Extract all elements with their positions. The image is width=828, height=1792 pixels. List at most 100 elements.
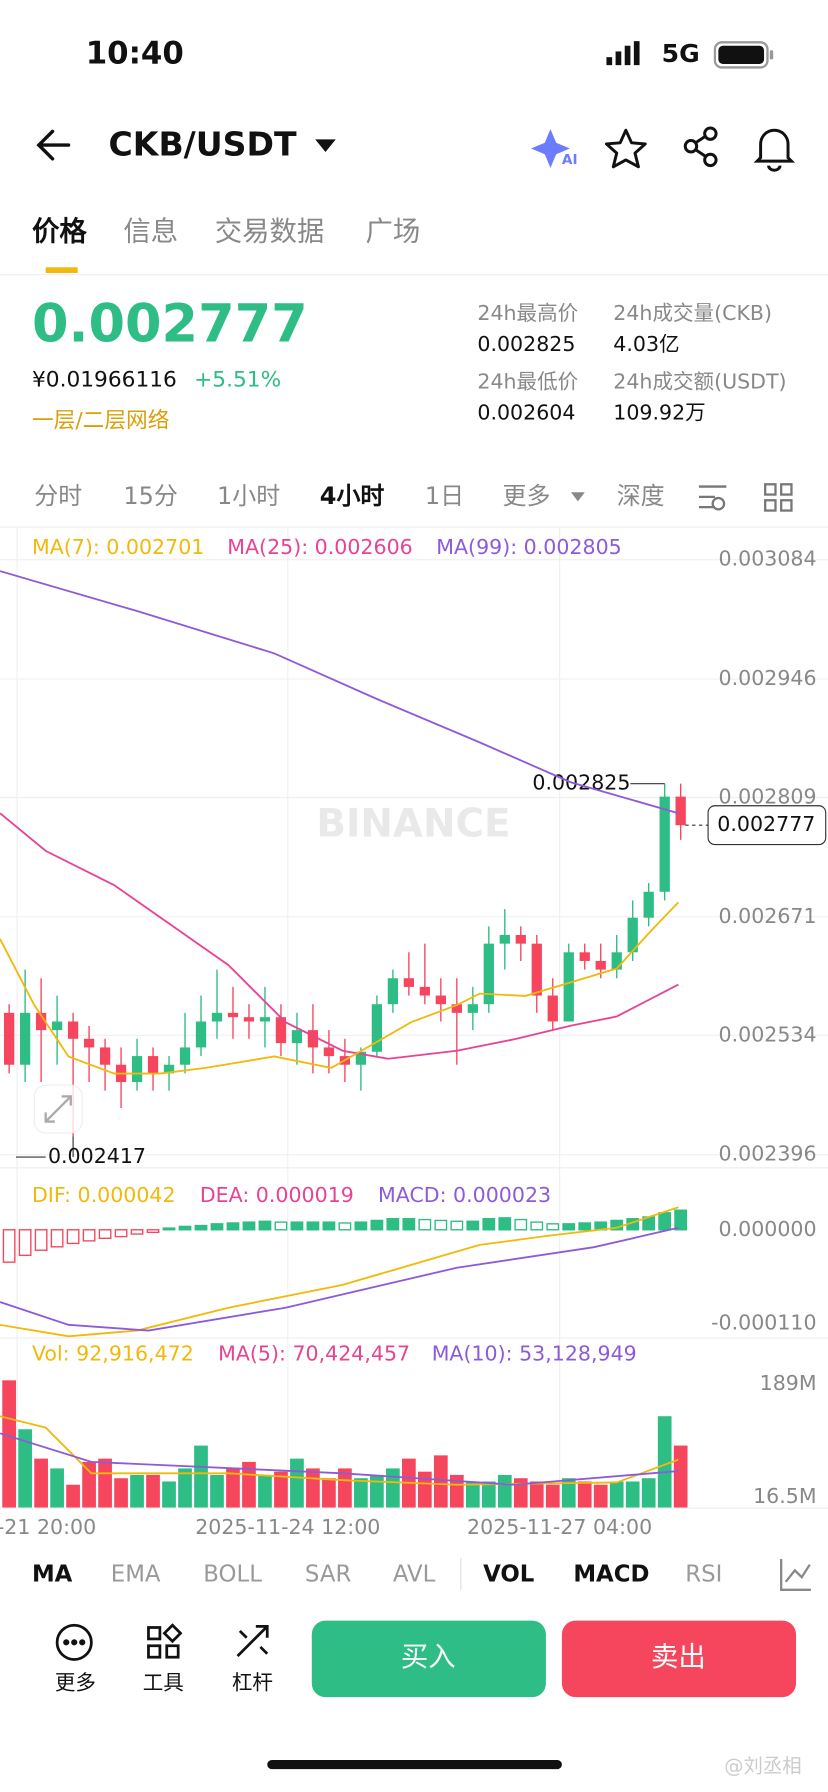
candle-body (291, 1030, 303, 1044)
buy-button[interactable] (311, 1620, 546, 1698)
macd-bar (578, 1222, 592, 1231)
macd-bar (338, 1222, 352, 1231)
macd-bar (34, 1229, 48, 1251)
network: 5G (662, 39, 700, 68)
volume-bar (609, 1481, 624, 1508)
volume-bar (449, 1474, 464, 1508)
alert-button[interactable] (753, 128, 796, 172)
y-tick-label: 0.002396 (719, 1142, 817, 1166)
y-tick-label: 189M (760, 1371, 817, 1395)
tab[interactable]: 信息 (123, 217, 178, 248)
indicators: MA EMA BOLL SAR AVL VOL MACD RSI (32, 1561, 722, 1587)
macd-bar (210, 1223, 224, 1231)
y-tick-label: 0.002671 (719, 904, 817, 928)
svg-text:AI: AI (562, 152, 578, 168)
legend: DIF: 0.000042 (32, 1183, 176, 1207)
x-label: 1-21 20:00 (0, 1515, 96, 1539)
macd-bar (546, 1223, 560, 1231)
interval[interactable]: 深度 (617, 482, 665, 510)
volume-bar (242, 1461, 256, 1508)
candle-body (307, 1030, 319, 1048)
indicator[interactable]: MACD (573, 1561, 649, 1587)
zoom-button[interactable] (33, 1084, 83, 1134)
clock: 10:40 (86, 35, 184, 71)
legend: MACD: 0.000023 (378, 1183, 551, 1207)
macd-bar (418, 1218, 432, 1231)
tab[interactable]: 广场 (365, 217, 420, 248)
volume-bar (322, 1478, 336, 1508)
candle-body (99, 1047, 111, 1065)
volume-bar (258, 1474, 272, 1508)
interval[interactable]: 更多 (503, 482, 551, 510)
sell-label[interactable]: 卖出 (651, 1642, 706, 1673)
actions: 更多 工具 杠杆 (55, 1670, 273, 1694)
favorite-button[interactable] (604, 128, 647, 169)
buy-label[interactable]: 买入 (401, 1642, 456, 1673)
y-tick-label: 0.002946 (719, 666, 817, 690)
candle-body (323, 1047, 335, 1057)
chart-settings[interactable] (698, 485, 727, 511)
watermark-logo: BINANCE (316, 801, 510, 846)
signal-icon (606, 41, 640, 66)
y-tick-label: 0.002534 (719, 1022, 817, 1046)
volume-bar (497, 1474, 512, 1508)
action-label[interactable]: 杠杆 (232, 1670, 273, 1694)
interval[interactable]: 1日 (425, 482, 464, 510)
indicator[interactable]: MA (32, 1561, 73, 1587)
indicator-settings[interactable] (780, 1558, 811, 1591)
candle-body (499, 935, 510, 944)
indicator[interactable]: BOLL (203, 1561, 262, 1587)
interval[interactable]: 4小时 (320, 482, 385, 510)
back-button[interactable] (36, 129, 71, 161)
macd-bar (482, 1218, 496, 1231)
pair-dropdown[interactable] (315, 139, 336, 152)
macd-bar (290, 1221, 304, 1231)
low-label: 0.002417 (48, 1144, 146, 1168)
candle-body (675, 796, 686, 826)
ai-icon[interactable]: AI (531, 129, 578, 168)
indicator[interactable]: AVL (393, 1561, 436, 1587)
volume-bar (561, 1478, 576, 1508)
macd-bar (178, 1225, 192, 1231)
volume-bar (657, 1416, 672, 1508)
volume-bar (226, 1468, 240, 1508)
candle-body (563, 952, 574, 1022)
action-label[interactable]: 工具 (143, 1670, 184, 1694)
macd-bar (82, 1229, 96, 1242)
volume-bar (50, 1468, 64, 1508)
stat-label: 24h最高价 (477, 301, 578, 325)
ma-lines (0, 570, 680, 1486)
pair[interactable]: CKB/USDT (108, 125, 296, 164)
sell-button[interactable] (561, 1620, 797, 1698)
indicator[interactable]: RSI (685, 1561, 722, 1587)
macd-bar (274, 1221, 288, 1231)
candle-body (227, 1012, 239, 1018)
indicator[interactable]: VOL (483, 1561, 534, 1587)
y-tick-label: 0.003084 (719, 547, 817, 571)
macd-bar (322, 1221, 336, 1231)
layout-button[interactable] (764, 483, 793, 512)
tab[interactable]: 价格 (32, 217, 87, 248)
macd-bar (674, 1209, 688, 1231)
interval[interactable]: 15分 (123, 482, 177, 510)
volume-bar (338, 1468, 352, 1508)
indicator[interactable]: SAR (305, 1561, 352, 1587)
action-label[interactable]: 更多 (55, 1670, 96, 1694)
candle-body (547, 995, 558, 1022)
macd-bar (514, 1218, 528, 1231)
macd-bar (562, 1223, 576, 1231)
tab[interactable]: 交易数据 (215, 217, 325, 248)
volume-bar (545, 1484, 560, 1508)
macd-bar (258, 1220, 272, 1231)
legend: MA(7): 0.002701 (32, 535, 204, 559)
candle-body (67, 1021, 79, 1039)
candle-body (195, 1021, 207, 1048)
interval[interactable]: 分时 (34, 482, 82, 510)
volume-bar (194, 1445, 208, 1508)
legend: MA(25): 0.002606 (227, 535, 412, 559)
interval[interactable]: 1小时 (217, 482, 280, 510)
share-button[interactable] (683, 126, 718, 168)
indicator[interactable]: EMA (111, 1561, 161, 1587)
candle-body (387, 978, 399, 1005)
network-tag[interactable]: 一层/二层网络 (32, 408, 169, 433)
